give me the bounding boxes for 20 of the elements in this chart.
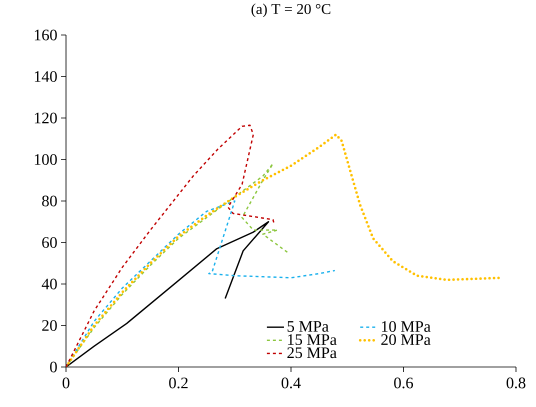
- y-tick-label: 20: [42, 320, 57, 331]
- x-tick-label: 0.6: [394, 378, 414, 388]
- legend-label: 5 MPa: [288, 321, 329, 332]
- x-tick-label: 0.8: [506, 378, 526, 388]
- x-tick-label: 0.4: [282, 378, 301, 388]
- y-tick-label: 60: [42, 237, 57, 248]
- legend-label: 10 MPa: [382, 321, 431, 332]
- x-tick-label: 0.2: [169, 378, 188, 388]
- y-tick-label: 140: [34, 71, 57, 82]
- legend-label: 15 MPa: [288, 334, 337, 345]
- y-tick-label: 80: [42, 196, 57, 206]
- y-tick-label: 40: [42, 278, 57, 290]
- chart-title: (a) T = 20 °C: [252, 4, 330, 18]
- y-tick-label: 120: [34, 112, 57, 124]
- legend-label: 25 MPa: [287, 347, 337, 358]
- x-tick-label: 0: [62, 378, 70, 388]
- y-tick-label: 160: [34, 30, 57, 40]
- y-tick-label: 100: [34, 154, 57, 165]
- legend-label: 20 MPa: [381, 334, 431, 346]
- y-tick-label: 0: [50, 362, 57, 372]
